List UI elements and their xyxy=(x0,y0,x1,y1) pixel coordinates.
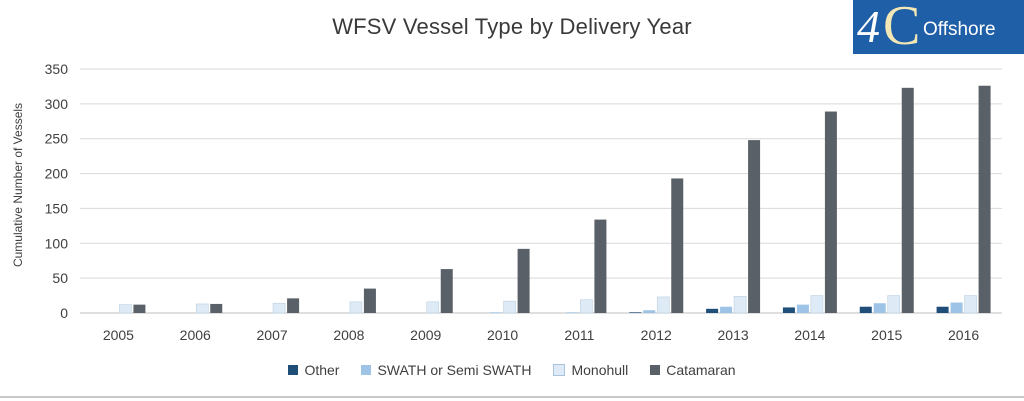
legend-swatch xyxy=(361,365,372,375)
bar-catamaran-2015 xyxy=(901,87,914,313)
bar-swath-or-semi-swath-2015 xyxy=(873,303,886,313)
bar-swath-or-semi-swath-2014 xyxy=(796,304,809,313)
chart-title: WFSV Vessel Type by Delivery Year xyxy=(332,14,692,39)
x-tick-label: 2011 xyxy=(564,327,594,343)
legend-swatch xyxy=(553,364,566,376)
logo-four: 4 xyxy=(857,1,880,52)
legend-item: Catamaran xyxy=(650,362,736,378)
legend-label: Catamaran xyxy=(666,362,736,378)
x-tick-label: 2016 xyxy=(948,327,979,343)
logo-word: Offshore xyxy=(923,19,996,40)
bar-other-2015 xyxy=(859,306,872,313)
y-tick-label: 300 xyxy=(45,96,69,112)
x-tick-label: 2015 xyxy=(871,327,902,343)
y-tick-label: 200 xyxy=(45,166,69,182)
bar-monohull-2016 xyxy=(964,295,977,314)
bar-catamaran-2011 xyxy=(594,219,607,313)
y-tick-label: 0 xyxy=(60,305,68,321)
x-tick-label: 2014 xyxy=(794,327,825,343)
y-tick-label: 50 xyxy=(52,270,68,286)
bottom-divider xyxy=(0,396,1024,398)
y-tick-label: 100 xyxy=(45,235,69,251)
bar-swath-or-semi-swath-2010 xyxy=(489,312,502,313)
legend-label: SWATH or Semi SWATH xyxy=(377,362,532,378)
x-tick-label: 2009 xyxy=(410,327,441,343)
bar-swath-or-semi-swath-2012 xyxy=(643,310,656,313)
bar-monohull-2015 xyxy=(887,295,901,314)
bar-monohull-2007 xyxy=(272,302,286,314)
legend-item: Other xyxy=(288,362,339,378)
bar-monohull-2008 xyxy=(349,301,363,314)
bar-monohull-2011 xyxy=(580,299,593,314)
logo-c: C xyxy=(883,0,921,54)
bar-other-2013 xyxy=(706,308,719,313)
y-tick-label: 250 xyxy=(45,131,69,147)
bar-monohull-2009 xyxy=(426,301,440,314)
bar-monohull-2010 xyxy=(503,300,516,314)
legend-label: Other xyxy=(304,362,340,378)
bar-catamaran-2016 xyxy=(978,85,991,313)
bar-monohull-2012 xyxy=(656,296,670,314)
x-tick-label: 2012 xyxy=(641,327,672,343)
bar-other-2014 xyxy=(782,307,795,313)
bar-swath-or-semi-swath-2013 xyxy=(720,306,733,313)
bar-monohull-2013 xyxy=(733,295,747,314)
bar-other-2016 xyxy=(936,306,949,313)
x-tick-label: 2010 xyxy=(487,327,518,343)
bar-catamaran-2009 xyxy=(440,269,453,313)
bar-catamaran-2012 xyxy=(671,178,684,313)
company-logo: 4 C Offshore xyxy=(853,0,1024,54)
bar-swath-or-semi-swath-2011 xyxy=(566,312,579,313)
bar-catamaran-2013 xyxy=(748,140,761,313)
legend-label: Monohull xyxy=(571,362,629,378)
x-tick-label: 2013 xyxy=(718,327,749,343)
legend-item: SWATH or Semi SWATH xyxy=(361,362,531,378)
y-tick-label: 350 xyxy=(45,61,69,77)
bar-monohull-2006 xyxy=(195,303,209,314)
bar-catamaran-2005 xyxy=(133,304,146,313)
legend: Other SWATH or Semi SWATH Monohull Catamara… xyxy=(0,362,1024,378)
x-tick-label: 2008 xyxy=(333,327,364,343)
bar-catamaran-2006 xyxy=(210,303,223,313)
bar-catamaran-2008 xyxy=(363,288,376,313)
bar-monohull-2014 xyxy=(810,295,824,314)
y-tick-label: 150 xyxy=(45,200,69,216)
bar-catamaran-2007 xyxy=(287,298,300,313)
x-tick-label: 2006 xyxy=(180,327,211,343)
bar-catamaran-2014 xyxy=(824,111,837,313)
legend-item: Monohull xyxy=(553,362,628,378)
bar-other-2012 xyxy=(629,312,642,313)
bar-catamaran-2010 xyxy=(517,248,530,313)
bar-swath-or-semi-swath-2016 xyxy=(950,302,963,313)
legend-swatch xyxy=(288,365,299,375)
x-tick-label: 2005 xyxy=(103,327,134,343)
legend-swatch xyxy=(650,365,661,375)
bar-monohull-2005 xyxy=(119,304,132,314)
x-tick-label: 2007 xyxy=(257,327,288,343)
